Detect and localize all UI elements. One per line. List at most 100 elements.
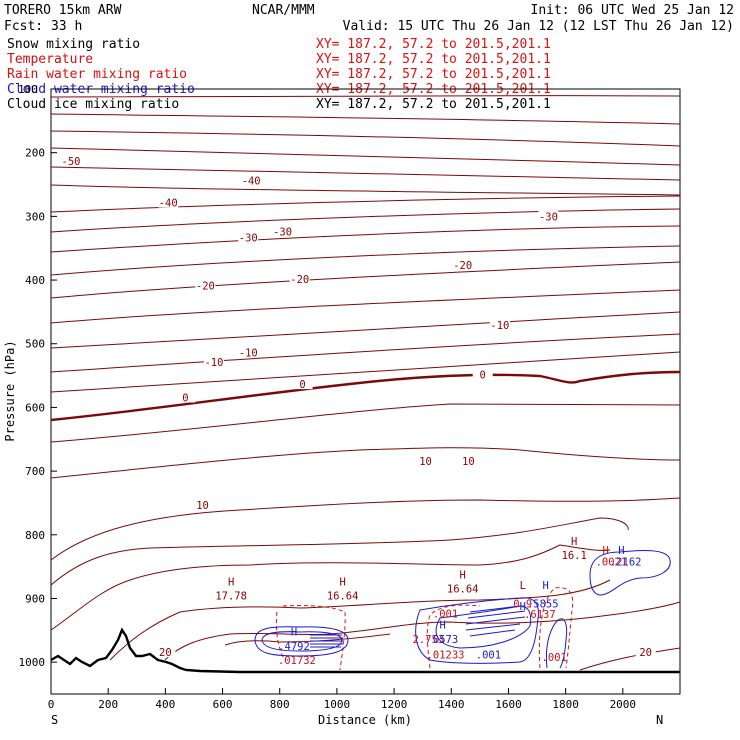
moisture-label: H [440, 619, 446, 631]
isotherm [224, 633, 391, 646]
moisture-label: .01233 [427, 649, 465, 661]
temp-label-bg [175, 391, 196, 403]
field-xy: XY= 187.2, 57.2 to 201.5,201.1 [316, 52, 551, 67]
temp-label: -20 [196, 280, 215, 292]
moisture-label: H [618, 545, 624, 557]
temp-label: -10 [204, 357, 223, 369]
isotherm [50, 208, 681, 233]
temp-label-bg [158, 196, 179, 208]
temp-label: 10 [196, 500, 209, 512]
y-tick-label: 800 [25, 529, 45, 542]
isotherm [50, 311, 681, 349]
isotherm [50, 403, 681, 443]
isotherm [50, 130, 681, 147]
temp-label: 0 [299, 379, 305, 391]
temp-label-bg [155, 646, 176, 658]
terrain-outline [50, 627, 680, 674]
temp-label-bg [289, 273, 310, 285]
temperature-labels: -50 -40 -40 -30 -30 -30 -20 -20 -20 -10 -10 -10 0 0 0 1… [61, 155, 656, 659]
moisture-label: H [291, 626, 297, 638]
field-name: Snow mixing ratio [7, 37, 140, 52]
field-xy: XY= 187.2, 57.2 to 201.5,201.1 [316, 37, 551, 52]
x-tick-label: 1200 [381, 698, 408, 711]
rain-water-contours [275, 587, 574, 671]
temp-label-bg [292, 378, 313, 390]
isotherm [164, 601, 681, 661]
temp-label-bg [195, 279, 216, 291]
max-min-mark: H [228, 577, 234, 589]
temp-label: -30 [239, 233, 258, 245]
x-tick-label: 1600 [495, 698, 522, 711]
moisture-label: H [520, 601, 526, 613]
temp-label-bg [61, 155, 82, 167]
temp-label-bg [458, 455, 479, 467]
forecast-hour: Fcst: 33 h [4, 19, 82, 34]
overlap-label: 100 [18, 83, 38, 96]
isotherm [50, 113, 681, 125]
temp-label-bg [192, 499, 213, 511]
moisture-label: .001 [542, 652, 567, 664]
x-tick-label: 1400 [438, 698, 465, 711]
max-min-value: 16.64 [327, 591, 359, 603]
max-min-value: 16.64 [447, 584, 479, 596]
temp-label: 10 [419, 456, 432, 468]
moisture-label: .001 [476, 649, 501, 661]
temp-label-bg [272, 225, 293, 237]
field-legend: Snow mixing ratio XY= 187.2, 57.2 to 201… [7, 37, 551, 112]
temp-label: -30 [273, 226, 292, 238]
cloud-contour [415, 597, 539, 664]
x-axis: 0 200 400 600 800 1000 1200 1400 1600 1800 2000 [48, 688, 636, 711]
cloud-contour [465, 605, 526, 637]
max-min-value: 16.1 [562, 550, 587, 562]
isotherm [50, 147, 681, 166]
isotherm [50, 497, 681, 561]
temp-label-bg [472, 368, 493, 380]
max-min-value: 17.78 [215, 591, 247, 603]
y-tick-label: 200 [25, 147, 45, 160]
isotherm-zero [50, 370, 681, 422]
max-min-markers: H 17.78 H 16.64 H 16.64 H 16.1 L [215, 536, 587, 603]
x-tick-label: 200 [98, 698, 118, 711]
moisture-label: .001 [433, 609, 458, 621]
temp-label-bg [238, 231, 259, 243]
temp-label-bg [203, 355, 224, 367]
temp-label-bg [538, 210, 559, 222]
y-axis-label: Pressure (hPa) [3, 340, 17, 441]
temp-label: 0 [182, 393, 188, 405]
isotherm [109, 579, 611, 661]
x-tick-label: 400 [155, 698, 175, 711]
temp-label: -40 [242, 175, 261, 187]
cloud-contour [310, 634, 343, 648]
y-axis: 200 300 400 500 600 700 800 900 1000 [19, 147, 57, 669]
model-title: TORERO 15km ARW [4, 3, 122, 18]
isotherm [50, 447, 681, 479]
temp-label-bg [238, 346, 259, 358]
max-min-mark: L [520, 580, 526, 592]
cloud-water-contours [254, 549, 671, 669]
temp-label-bg [489, 318, 510, 330]
x-tick-label: 1800 [552, 698, 579, 711]
temp-label: 10 [462, 456, 475, 468]
isotherm [50, 184, 681, 196]
cloud-contour [545, 618, 568, 669]
isotherm [50, 261, 681, 299]
cloud-contour [435, 605, 532, 649]
y-tick-label: 700 [25, 465, 45, 478]
x-end-left: S [51, 713, 58, 727]
moisture-label: .5855 [527, 598, 559, 610]
temp-label: -40 [159, 198, 178, 210]
temp-label: -10 [239, 347, 258, 359]
x-tick-label: 0 [48, 698, 55, 711]
isotherm [50, 517, 629, 586]
temp-label: -20 [453, 260, 472, 272]
moisture-label: H [602, 545, 608, 557]
temp-label: -50 [62, 156, 81, 168]
cloud-contour [589, 549, 671, 596]
moisture-label: 0.9 [513, 598, 532, 610]
field-name: Temperature [7, 52, 93, 67]
valid-time: Valid: 15 UTC Thu 26 Jan 12 (12 LST Thu … [343, 19, 734, 34]
y-tick-label: 1000 [19, 656, 46, 669]
temp-label: -20 [290, 274, 309, 286]
isotherm [579, 647, 681, 671]
